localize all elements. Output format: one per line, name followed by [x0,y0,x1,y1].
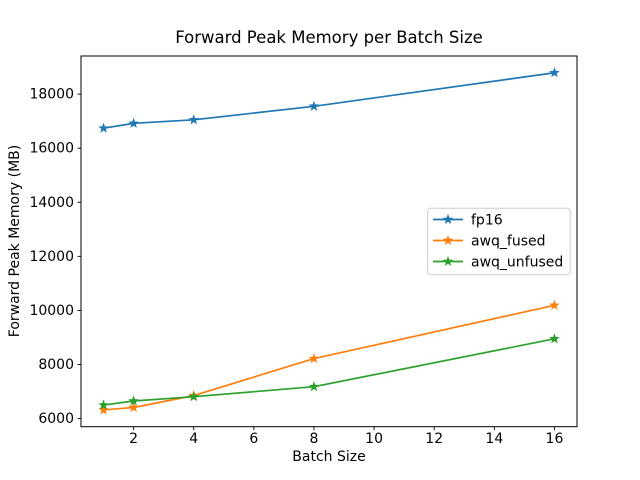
legend-marker-awq_fused [442,234,454,246]
data-point-marker [549,67,560,78]
data-point-marker [188,391,200,402]
legend-item-awq_fused: awq_fused [433,233,546,249]
series-line-awq_fused [102,304,556,411]
x-tick-label: 4 [189,431,198,447]
data-point-marker [308,100,320,111]
data-point-marker [98,399,109,410]
data-point-marker [308,352,320,364]
legend-label-awq_fused: awq_fused [471,233,546,249]
legend-item-fp16: fp16 [433,212,503,228]
legend-label-awq_unfused: awq_unfused [471,254,563,270]
legend-item-awq_unfused: awq_unfused [433,254,563,270]
x-tick-label: 8 [310,431,319,447]
data-point-marker [549,333,560,344]
y-axis-label: Forward Peak Memory (MB) [7,144,23,338]
y-tick-label: 10000 [29,303,74,319]
series-fp16 [98,67,560,133]
data-point-marker [128,117,139,128]
x-axis-label: Batch Size [292,449,366,465]
x-tick-label: 16 [546,431,564,447]
x-tick-label: 6 [249,431,258,447]
y-tick-label: 16000 [29,141,74,157]
data-point-marker [128,401,139,413]
y-tick-label: 12000 [29,249,74,265]
series-line-awq_unfused [102,337,556,406]
legend-marker-awq_unfused [442,255,454,267]
chart-title: Forward Peak Memory per Batch Size [175,28,483,47]
series-awq_unfused [98,333,560,410]
y-tick-label: 6000 [38,411,74,427]
data-point-marker [308,381,320,392]
y-axis-ticks: 6000 8000 10000 12000 14000 16000 18000 [29,87,81,427]
data-point-marker [128,395,139,406]
legend-label-fp16: fp16 [471,212,503,228]
series-line-fp16 [102,71,556,130]
series-awq_fused [98,299,560,415]
plot-area-border [80,55,578,428]
data-point-marker [549,299,560,310]
legend-box [427,207,571,276]
legend-marker-fp16 [442,213,454,225]
legend: fp16 awq_fused awq_unfused [427,207,571,276]
data-point-marker [188,114,200,125]
y-tick-label: 18000 [29,87,74,103]
x-tick-label: 14 [485,431,503,447]
data-point-marker [98,122,109,133]
x-tick-label: 10 [365,431,383,447]
x-tick-label: 12 [425,431,443,447]
x-tick-label: 2 [129,431,138,447]
data-point-marker [98,404,109,415]
y-tick-label: 14000 [29,195,74,211]
x-axis-ticks: 2 4 6 8 10 12 14 16 [129,426,564,447]
y-tick-label: 8000 [38,357,74,373]
